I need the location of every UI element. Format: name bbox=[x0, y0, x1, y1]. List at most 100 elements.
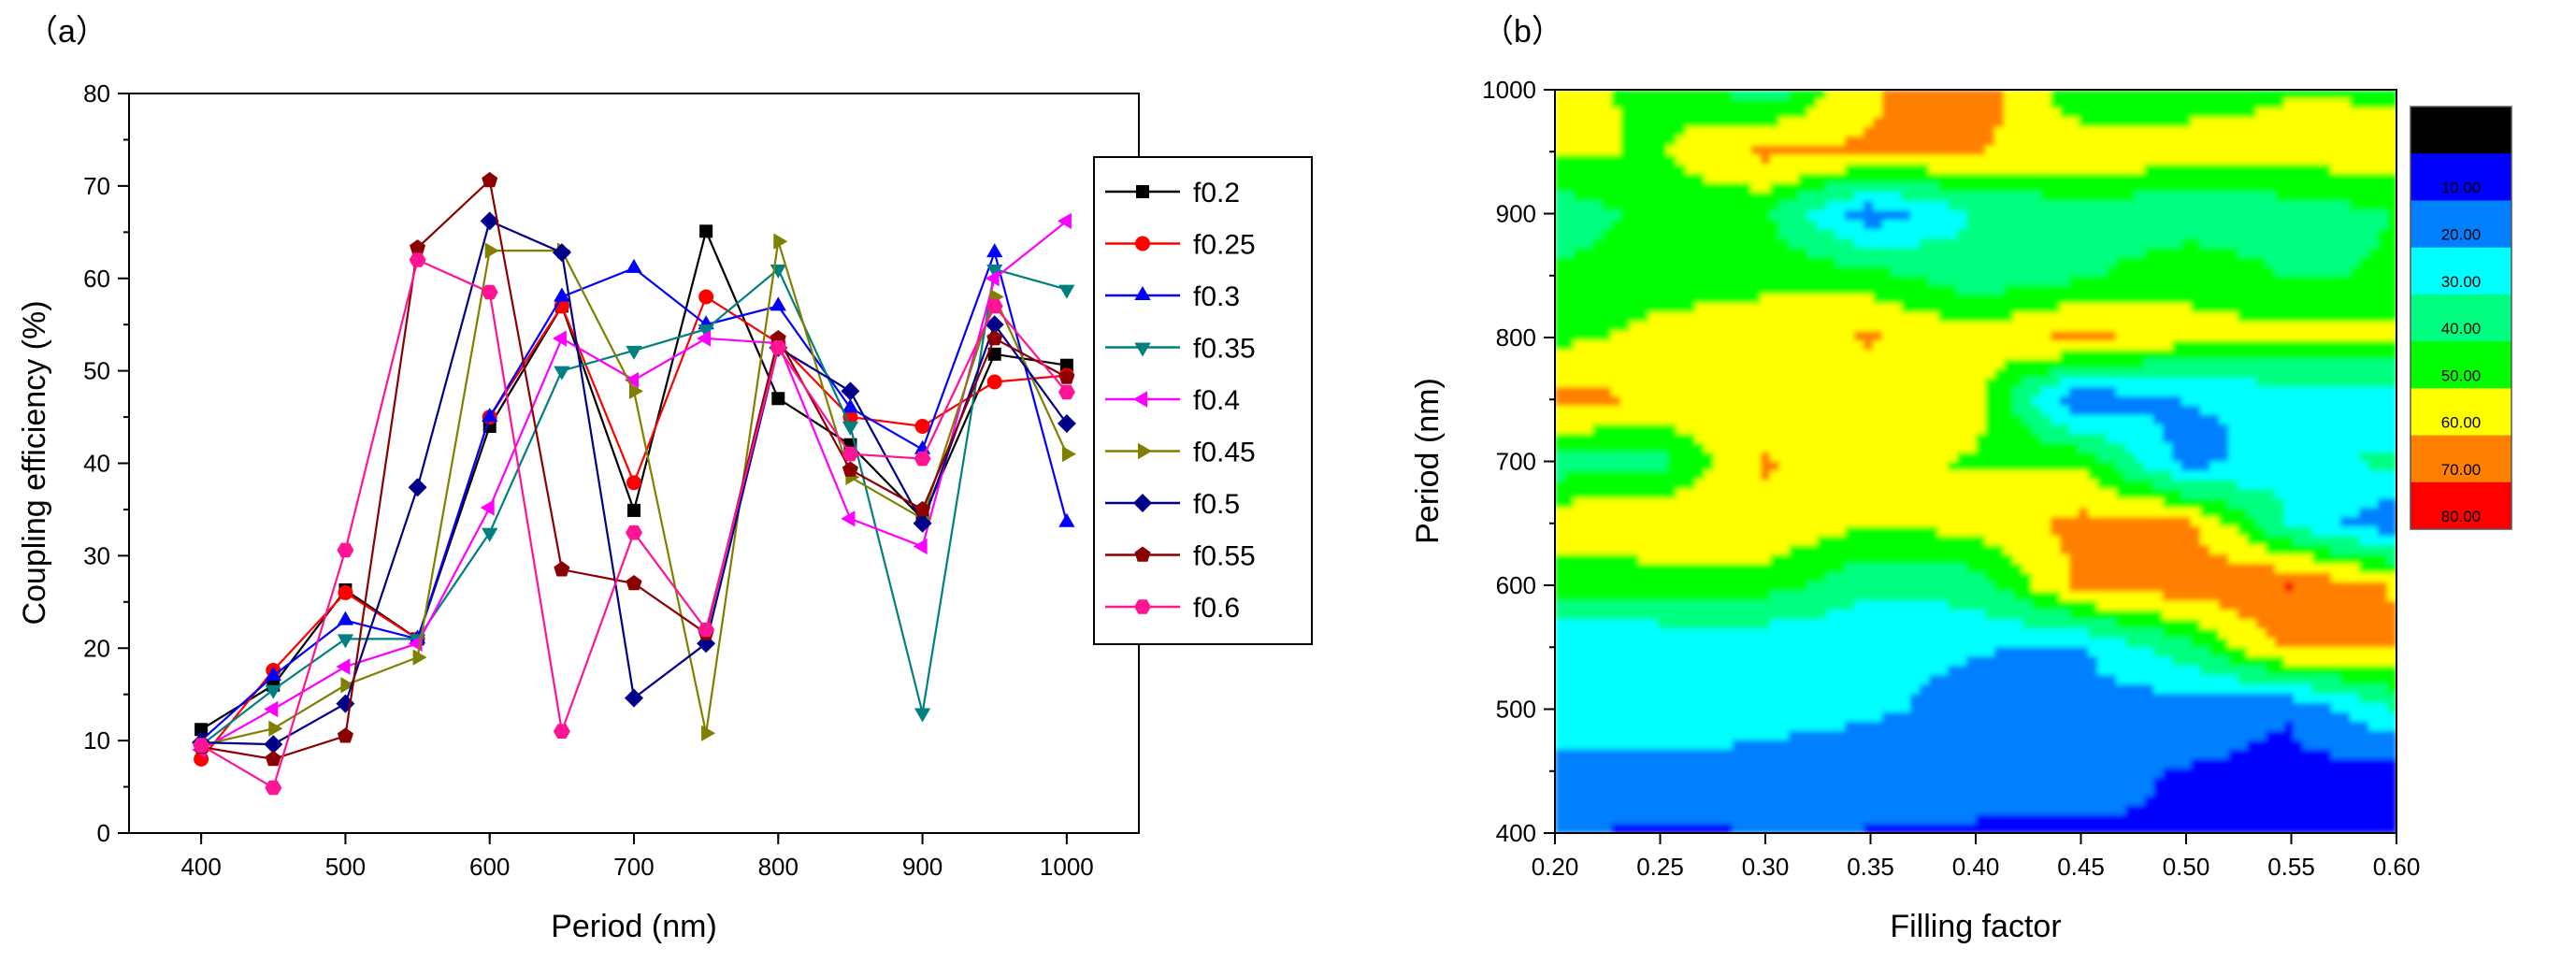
contour-cell bbox=[2079, 452, 2089, 463]
contour-cell bbox=[1826, 98, 1836, 109]
contour-cell bbox=[2378, 489, 2388, 499]
contour-cell bbox=[1742, 294, 1752, 305]
legend-label: f0.3 bbox=[1193, 281, 1240, 312]
contour-cell bbox=[1714, 126, 1724, 137]
contour-cell bbox=[1798, 395, 1808, 407]
y-tick-label: 70 bbox=[83, 172, 110, 200]
contour-cell bbox=[1658, 508, 1668, 518]
contour-cell bbox=[1938, 508, 1949, 518]
contour-cell bbox=[2060, 220, 2070, 230]
contour-cell bbox=[2022, 284, 2033, 295]
contour-cell bbox=[1667, 284, 1677, 295]
contour-cell bbox=[1677, 210, 1687, 221]
contour-cell bbox=[1686, 182, 1696, 193]
contour-cell bbox=[2359, 266, 2369, 277]
contour-cell bbox=[2340, 312, 2351, 323]
contour-cell bbox=[1807, 247, 1818, 258]
contour-cell bbox=[2219, 210, 2229, 221]
contour-cell bbox=[2368, 90, 2379, 100]
contour-cell bbox=[1892, 117, 1902, 128]
contour-cell bbox=[2088, 480, 2098, 490]
contour-cell bbox=[1761, 145, 1771, 156]
contour-cell bbox=[2378, 117, 2388, 128]
contour-cell bbox=[1789, 424, 1799, 435]
contour-cell bbox=[2004, 405, 2014, 416]
contour-cell bbox=[1592, 572, 1603, 583]
contour-cell bbox=[2088, 526, 2098, 537]
contour-cell bbox=[1714, 461, 1724, 472]
contour-cell bbox=[1845, 266, 1855, 277]
contour-cell bbox=[1574, 424, 1584, 435]
contour-cell bbox=[1966, 322, 1977, 332]
contour-cell bbox=[2266, 563, 2276, 574]
contour-cell bbox=[1761, 182, 1771, 193]
contour-cell bbox=[2116, 145, 2126, 156]
contour-cell bbox=[2041, 340, 2051, 351]
contour-cell bbox=[2219, 489, 2229, 499]
contour-cell bbox=[2022, 359, 2033, 369]
contour-cell bbox=[2209, 284, 2220, 295]
contour-cell bbox=[1826, 294, 1836, 305]
contour-cell bbox=[1564, 470, 1575, 481]
contour-cell bbox=[1892, 563, 1902, 574]
contour-cell bbox=[1789, 108, 1799, 119]
contour-cell bbox=[2069, 247, 2080, 258]
contour-cell bbox=[2200, 182, 2210, 193]
contour-cell bbox=[1920, 480, 1930, 490]
contour-cell bbox=[1564, 90, 1575, 100]
contour-cell bbox=[1677, 470, 1687, 481]
contour-cell bbox=[1817, 340, 1827, 351]
contour-cell bbox=[1705, 201, 1715, 211]
contour-cell bbox=[2004, 424, 2014, 435]
contour-cell bbox=[2359, 256, 2369, 267]
contour-cell bbox=[2209, 470, 2220, 481]
contour-cell bbox=[2378, 90, 2388, 100]
contour-cell bbox=[2368, 395, 2379, 407]
contour-cell bbox=[2153, 247, 2164, 258]
contour-cell bbox=[2022, 322, 2033, 332]
contour-cell bbox=[2284, 563, 2295, 574]
contour-cell bbox=[1695, 136, 1705, 147]
contour-cell bbox=[1910, 266, 1921, 277]
contour-cell bbox=[1751, 220, 1762, 230]
contour-cell bbox=[2322, 424, 2332, 435]
contour-cell bbox=[1938, 182, 1949, 193]
contour-cell bbox=[2125, 322, 2136, 332]
contour-cell bbox=[2013, 526, 2023, 537]
contour-cell bbox=[1845, 480, 1855, 490]
contour-cell bbox=[1826, 470, 1836, 481]
contour-cell bbox=[1779, 331, 1790, 341]
contour-cell bbox=[2125, 536, 2136, 546]
contour-cell bbox=[1714, 284, 1724, 295]
contour-cell bbox=[1630, 433, 1640, 444]
contour-cell bbox=[2191, 126, 2201, 137]
contour-cell bbox=[1948, 145, 1958, 156]
contour-cell bbox=[2088, 563, 2098, 574]
contour-cell bbox=[1574, 461, 1584, 472]
contour-cell bbox=[1845, 312, 1855, 323]
contour-cell bbox=[1742, 303, 1752, 314]
contour-cell bbox=[2032, 98, 2042, 109]
contour-cell bbox=[2294, 182, 2304, 193]
contour-cell bbox=[1938, 526, 1949, 537]
contour-cell bbox=[1555, 350, 1565, 360]
contour-cell bbox=[1695, 461, 1705, 472]
contour-cell bbox=[2331, 517, 2341, 527]
contour-cell bbox=[1564, 378, 1575, 388]
contour-cell bbox=[2350, 164, 2360, 175]
contour-cell bbox=[2125, 461, 2136, 472]
contour-cell bbox=[2368, 508, 2379, 518]
contour-cell bbox=[2153, 424, 2164, 435]
contour-cell bbox=[1742, 145, 1752, 156]
contour-cell bbox=[1564, 247, 1575, 258]
contour-cell bbox=[2163, 266, 2173, 277]
legend-entry-f0-35: f0.35 bbox=[1105, 334, 1256, 365]
contour-cell bbox=[2022, 508, 2033, 518]
contour-cell bbox=[1583, 136, 1593, 147]
contour-cell bbox=[2378, 350, 2388, 360]
contour-cell bbox=[1611, 489, 1621, 499]
contour-cell bbox=[2256, 210, 2267, 221]
contour-cell bbox=[1602, 395, 1612, 407]
contour-cell bbox=[2022, 442, 2033, 453]
contour-cell bbox=[1714, 368, 1724, 379]
